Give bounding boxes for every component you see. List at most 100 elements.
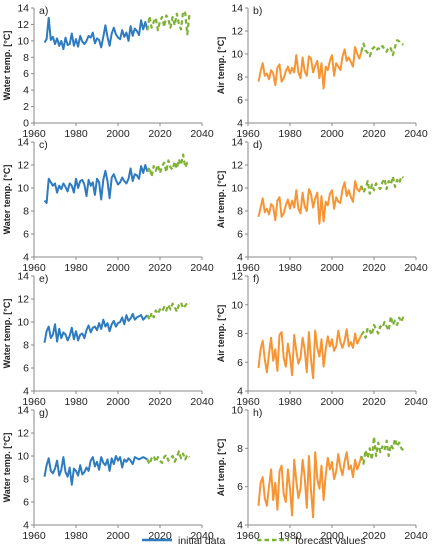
initial-data-point xyxy=(52,36,53,37)
initial-data-point xyxy=(325,66,326,67)
initial-data-point xyxy=(88,470,89,471)
initial-data-point xyxy=(323,88,324,89)
initial-data-point xyxy=(78,475,79,476)
forecast-point xyxy=(176,168,177,169)
x-tick-label: 2020 xyxy=(362,262,386,274)
initial-data-point xyxy=(96,178,97,179)
forecast-point xyxy=(162,311,163,312)
y-tick-label: 4 xyxy=(23,386,29,398)
forecast-point xyxy=(388,330,389,331)
initial-data-point xyxy=(338,201,339,202)
initial-data-point xyxy=(94,466,95,467)
initial-data-point xyxy=(57,192,58,193)
forecast-point xyxy=(361,51,362,52)
initial-data-point xyxy=(334,208,335,209)
initial-data-point xyxy=(63,183,64,184)
initial-data-point xyxy=(130,460,131,461)
initial-data-point xyxy=(317,478,318,479)
forecast-point xyxy=(183,453,184,454)
forecast-point xyxy=(174,306,175,307)
initial-data-point xyxy=(346,329,347,330)
initial-data-point xyxy=(348,190,349,191)
initial-data-point xyxy=(329,469,330,470)
y-axis-title: Water temp. [°C] xyxy=(2,31,12,101)
forecast-point xyxy=(397,446,398,447)
initial-data-point xyxy=(277,67,278,68)
initial-data-point xyxy=(141,315,142,316)
forecast-point xyxy=(187,162,188,163)
initial-data-point xyxy=(75,331,76,332)
forecast-point xyxy=(176,311,177,312)
initial-data-point xyxy=(296,190,297,191)
initial-data-point xyxy=(138,459,139,460)
forecast-point xyxy=(371,459,372,460)
forecast-point xyxy=(369,448,370,449)
initial-data-point xyxy=(82,41,83,42)
initial-data-point xyxy=(92,32,93,33)
forecast-point xyxy=(373,436,374,437)
initial-data-point xyxy=(67,476,68,477)
forecast-line xyxy=(146,153,191,178)
initial-data-point xyxy=(128,40,129,41)
y-tick-label: 4 xyxy=(237,252,243,264)
initial-data-point xyxy=(355,459,356,460)
initial-data-point xyxy=(321,63,322,64)
initial-data-point xyxy=(304,71,305,72)
x-tick-label: 2040 xyxy=(404,530,428,542)
y-axis-title: Air temp. [°C] xyxy=(216,37,226,95)
initial-data-point xyxy=(285,501,286,502)
forecast-point xyxy=(147,459,148,460)
initial-data-point xyxy=(285,71,286,72)
initial-data-point xyxy=(69,467,70,468)
forecast-point xyxy=(363,463,364,464)
initial-data-point xyxy=(302,459,303,460)
legend: initial data forecast values xyxy=(142,535,366,547)
initial-data-point xyxy=(357,53,358,54)
initial-data-point xyxy=(283,357,284,358)
forecast-point xyxy=(386,51,387,52)
initial-data-point xyxy=(117,37,118,38)
initial-data-point xyxy=(59,475,60,476)
initial-data-point xyxy=(136,458,137,459)
initial-data-point xyxy=(302,57,303,58)
panel-label: c) xyxy=(39,139,48,151)
x-tick-label: 2040 xyxy=(190,128,214,140)
y-axis-title: Water temp. [°C] xyxy=(2,165,12,235)
x-tick-label: 1960 xyxy=(236,530,260,542)
x-tick-label: 2000 xyxy=(320,530,344,542)
initial-data-point xyxy=(63,332,64,333)
initial-data-point xyxy=(355,181,356,182)
initial-data-point xyxy=(145,164,146,165)
initial-data-point xyxy=(48,17,49,18)
forecast-point xyxy=(388,181,389,182)
initial-data-point xyxy=(331,461,332,462)
forecast-point xyxy=(159,460,160,461)
y-tick-label: 4 xyxy=(23,252,29,264)
initial-data-point xyxy=(113,320,114,321)
initial-data-point xyxy=(67,44,68,45)
initial-data-point xyxy=(122,317,123,318)
y-tick-label: 12 xyxy=(231,271,243,283)
initial-data-point xyxy=(313,72,314,73)
forecast-point xyxy=(149,167,150,168)
forecast-point xyxy=(170,309,171,310)
y-tick-label: 12 xyxy=(231,26,243,38)
initial-data-point xyxy=(266,372,267,373)
forecast-point xyxy=(168,460,169,461)
forecast-point xyxy=(159,21,160,22)
forecast-point xyxy=(369,330,370,331)
forecast-point xyxy=(392,55,393,56)
forecast-point xyxy=(397,324,398,325)
initial-data-point xyxy=(323,366,324,367)
forecast-point xyxy=(376,183,377,184)
chart-panel-c: 4 6 8 10 12 14 1960 1980 2000 2020 2040 Water temp.… xyxy=(2,137,214,275)
initial-data-point xyxy=(113,174,114,175)
y-tick-label: 10 xyxy=(231,299,243,311)
forecast-point xyxy=(369,56,370,57)
initial-data-point xyxy=(126,183,127,184)
initial-data-point xyxy=(84,184,85,185)
initial-data-point xyxy=(46,465,47,466)
forecast-line xyxy=(146,301,190,321)
forecast-point xyxy=(155,170,156,171)
initial-data-point xyxy=(109,331,110,332)
